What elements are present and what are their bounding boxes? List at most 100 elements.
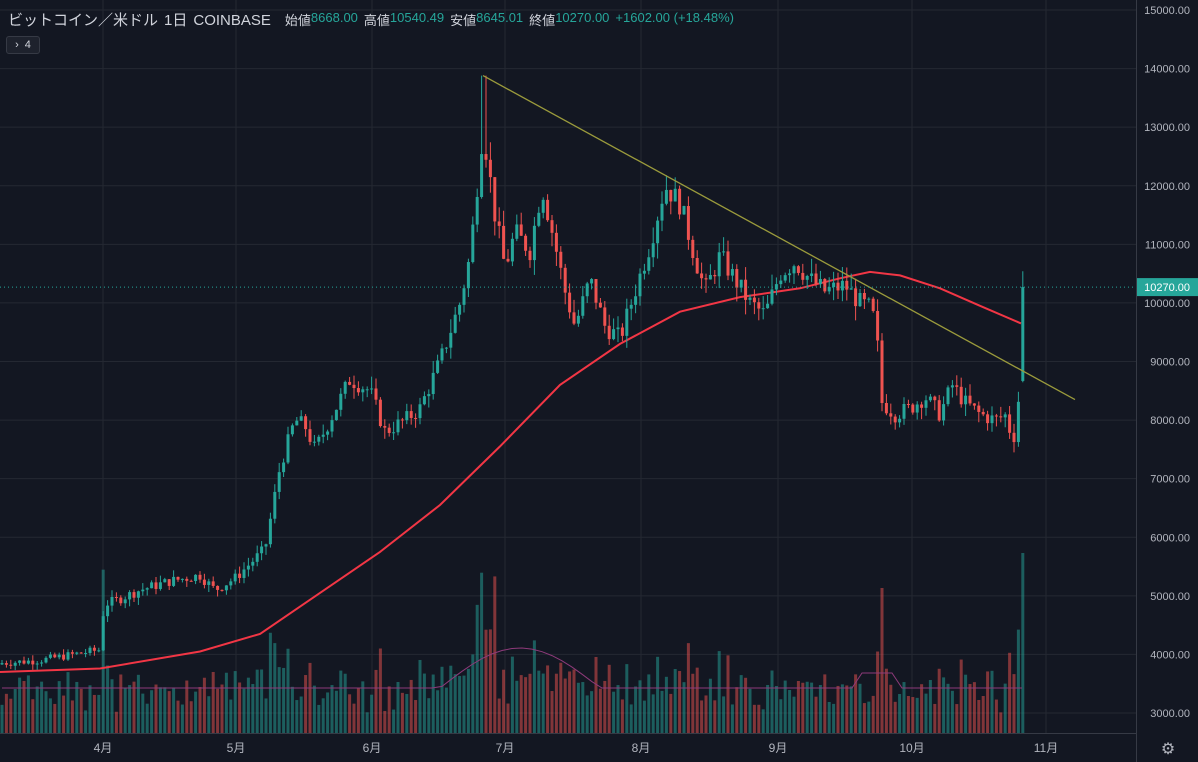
- volume-bar: [194, 691, 198, 733]
- candle-body: [550, 220, 554, 233]
- volume-bar: [31, 699, 35, 733]
- volume-bar: [18, 677, 22, 733]
- candle-body: [704, 278, 708, 280]
- candle-body: [801, 272, 805, 280]
- price-axis-border: [1136, 0, 1137, 762]
- candle-body: [673, 188, 677, 202]
- volume-bar: [229, 699, 233, 733]
- candle-body: [568, 292, 572, 313]
- volume-bar: [128, 685, 132, 733]
- candle-body: [959, 386, 963, 405]
- candle-body: [233, 573, 237, 582]
- candle-body: [216, 585, 220, 590]
- volume-bar: [136, 674, 140, 733]
- candle-body: [862, 292, 866, 300]
- candle-body: [981, 411, 985, 415]
- candle-body: [339, 393, 343, 410]
- candle-body: [871, 298, 875, 311]
- volume-bar: [436, 690, 440, 733]
- candle-body: [422, 396, 426, 405]
- candle-body: [264, 544, 268, 547]
- interval-label[interactable]: 1日: [164, 12, 188, 29]
- volume-bar: [634, 686, 638, 733]
- candle-body: [475, 196, 479, 225]
- volume-bar: [123, 688, 127, 733]
- candle-body: [229, 581, 233, 586]
- volume-bar: [70, 700, 74, 733]
- volume-bar: [735, 687, 739, 733]
- candle-body: [669, 189, 673, 202]
- volume-bar: [97, 694, 101, 733]
- candle-body: [977, 405, 981, 412]
- candle-body: [779, 280, 783, 285]
- candle-body: [933, 396, 937, 401]
- candle-body: [497, 221, 501, 226]
- volume-bar: [458, 675, 462, 733]
- candle-body: [317, 436, 321, 442]
- candle-body: [823, 278, 827, 292]
- candle-body: [906, 403, 910, 405]
- candle-body: [664, 189, 668, 204]
- candle-body: [480, 154, 484, 197]
- candle-body: [150, 582, 154, 589]
- trendline[interactable]: [482, 75, 1076, 401]
- volume-bar: [396, 682, 400, 733]
- candle-body: [40, 662, 44, 664]
- candle-body: [194, 574, 198, 582]
- time-axis[interactable]: 4月 5月 6月 7月 8月 9月 10月 11月: [94, 741, 1059, 755]
- candle-body: [57, 654, 61, 658]
- candle-body: [695, 257, 699, 274]
- candle-body: [730, 269, 734, 276]
- candle-body: [176, 576, 180, 580]
- candle-body: [805, 275, 809, 280]
- candle-body: [818, 278, 822, 285]
- symbol-name[interactable]: ビットコイン／米ドル: [8, 12, 159, 29]
- volume-bar: [840, 684, 844, 733]
- volume-bar: [902, 682, 906, 733]
- volume-bar: [568, 671, 572, 733]
- candle-body: [26, 660, 30, 664]
- change-value: +1602.00 (+18.48%): [615, 10, 734, 25]
- volume-bar: [898, 694, 902, 733]
- candle-body: [365, 389, 369, 391]
- gear-icon[interactable]: ⚙: [1160, 741, 1176, 758]
- candle-body: [827, 287, 831, 292]
- candle-body: [915, 404, 919, 413]
- candle-body: [708, 275, 712, 280]
- candle-body: [612, 329, 616, 340]
- volume-bar: [260, 669, 264, 733]
- volume-bar: [75, 681, 79, 733]
- volume-bar: [739, 675, 743, 733]
- volume-bar: [752, 704, 756, 733]
- volume-bar: [620, 699, 624, 733]
- volume-ma-line: [2, 647, 1022, 689]
- candle-body: [898, 418, 902, 423]
- indicators-toggle-button[interactable]: › 4: [6, 36, 40, 54]
- volume-bar: [422, 673, 426, 733]
- volume-bar: [295, 700, 299, 733]
- volume-bar: [211, 671, 215, 733]
- volume-bar: [374, 669, 378, 733]
- candle-body: [717, 252, 721, 277]
- volume-bar: [559, 662, 563, 733]
- volume-bar: [576, 682, 580, 733]
- volume-bar: [92, 694, 96, 733]
- candle-body: [35, 663, 39, 665]
- candle-body: [554, 232, 558, 252]
- candle-body: [0, 663, 4, 665]
- candle-body: [510, 238, 514, 262]
- volume-bar: [339, 670, 343, 733]
- candle-body: [867, 298, 871, 300]
- volume-bar: [198, 687, 202, 733]
- x-tick-label: 4月: [94, 741, 113, 755]
- volume-bar: [955, 704, 959, 733]
- volume-bar: [832, 703, 836, 733]
- volume-bar: [757, 704, 761, 733]
- volume-bar: [647, 674, 651, 733]
- last-price-badge: [1137, 278, 1198, 297]
- volume-bar: [268, 632, 272, 733]
- candle-body: [986, 414, 990, 424]
- price-axis[interactable]: 3000.00 4000.00 5000.00 6000.00 7000.00 8000.…: [1137, 5, 1198, 720]
- candle-body: [167, 579, 171, 586]
